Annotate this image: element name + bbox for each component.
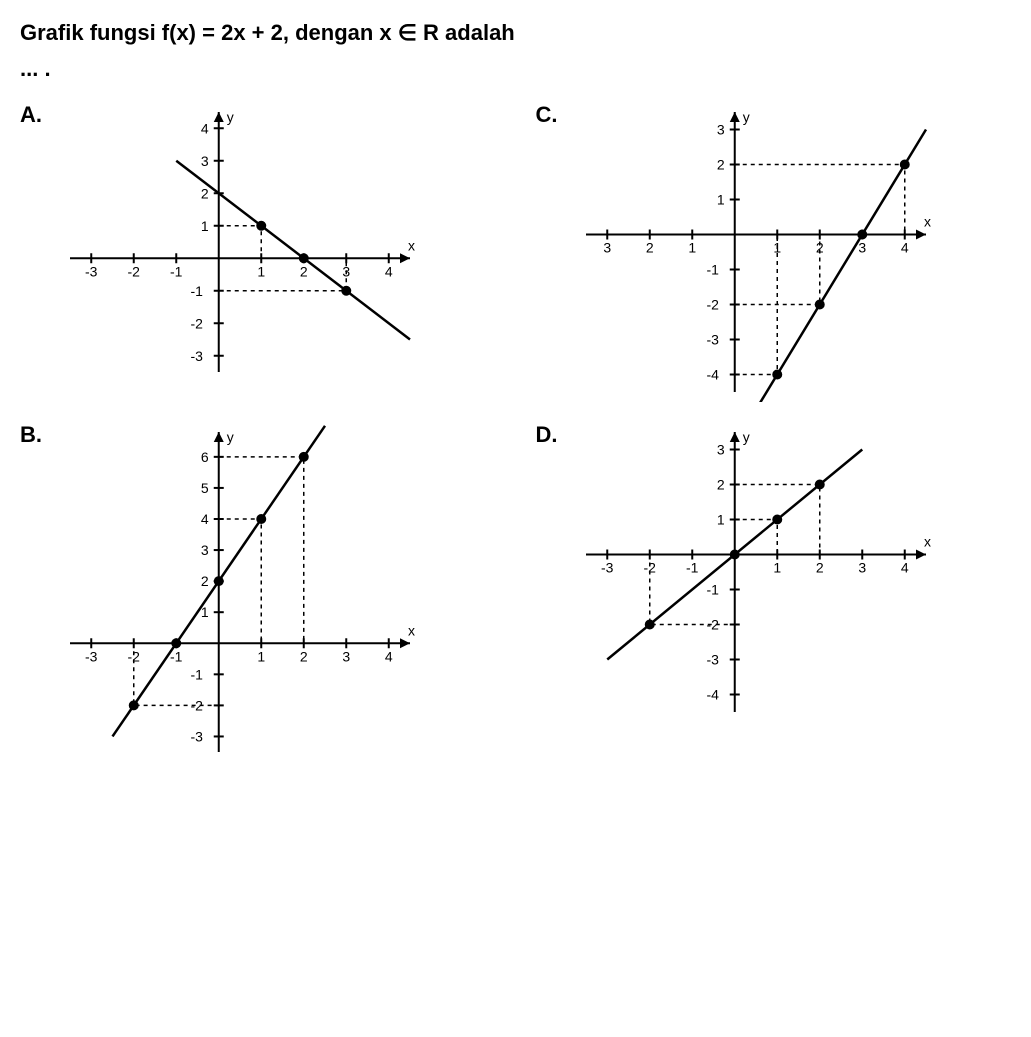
svg-text:1: 1 <box>257 263 265 279</box>
svg-text:-2: -2 <box>706 297 719 313</box>
svg-text:-1: -1 <box>191 283 204 299</box>
svg-text:-4: -4 <box>706 367 719 383</box>
option-c-label: C. <box>536 102 566 128</box>
svg-text:2: 2 <box>300 263 308 279</box>
svg-text:-3: -3 <box>191 348 204 364</box>
svg-text:3: 3 <box>201 542 209 558</box>
svg-text:y: y <box>227 109 234 125</box>
svg-text:-3: -3 <box>706 332 719 348</box>
svg-text:3: 3 <box>858 240 866 256</box>
option-d-label: D. <box>536 422 566 448</box>
question-text: Grafik fungsi f(x) = 2x + 2, dengan x ∈ … <box>20 20 1011 46</box>
svg-text:-3: -3 <box>191 728 204 744</box>
option-a-label: A. <box>20 102 50 128</box>
chart-c: xy3211234-4-3-2-1123 <box>576 102 936 402</box>
svg-text:2: 2 <box>645 240 653 256</box>
svg-text:-3: -3 <box>85 263 98 279</box>
svg-text:-1: -1 <box>706 262 719 278</box>
svg-text:-2: -2 <box>191 315 204 331</box>
svg-text:-3: -3 <box>85 648 98 664</box>
svg-text:3: 3 <box>716 442 724 458</box>
svg-text:6: 6 <box>201 449 209 465</box>
svg-text:3: 3 <box>716 122 724 138</box>
svg-text:4: 4 <box>900 240 908 256</box>
chart-a: xy-3-2-11234-3-2-11234 <box>60 102 420 382</box>
svg-text:x: x <box>924 214 931 230</box>
svg-text:-3: -3 <box>706 652 719 668</box>
svg-text:4: 4 <box>201 511 209 527</box>
svg-text:4: 4 <box>900 560 908 576</box>
option-a: A. xy-3-2-11234-3-2-11234 <box>20 102 496 402</box>
svg-text:2: 2 <box>716 157 724 173</box>
svg-text:4: 4 <box>385 648 393 664</box>
svg-text:4: 4 <box>385 263 393 279</box>
svg-text:2: 2 <box>815 560 823 576</box>
svg-text:-1: -1 <box>706 582 719 598</box>
option-b-label: B. <box>20 422 50 448</box>
svg-text:1: 1 <box>688 240 696 256</box>
chart-b: xy-3-2-11234-3-2-1123456 <box>60 422 420 762</box>
question-dots: ... . <box>20 56 1011 82</box>
chart-d: xy-3-2-11234-4-3-2-1123 <box>576 422 936 722</box>
svg-text:2: 2 <box>201 573 209 589</box>
svg-text:x: x <box>408 622 415 638</box>
option-d: D. xy-3-2-11234-4-3-2-1123 <box>536 422 1012 762</box>
svg-text:-3: -3 <box>601 560 614 576</box>
svg-text:1: 1 <box>773 560 781 576</box>
option-c: C. xy3211234-4-3-2-1123 <box>536 102 1012 402</box>
svg-text:1: 1 <box>716 192 724 208</box>
svg-text:2: 2 <box>201 185 209 201</box>
svg-text:-4: -4 <box>706 687 719 703</box>
svg-text:2: 2 <box>716 477 724 493</box>
svg-text:3: 3 <box>201 153 209 169</box>
option-b: B. xy-3-2-11234-3-2-1123456 <box>20 422 496 762</box>
svg-text:y: y <box>742 109 749 125</box>
svg-text:1: 1 <box>257 648 265 664</box>
svg-text:-1: -1 <box>191 666 204 682</box>
svg-text:3: 3 <box>858 560 866 576</box>
svg-text:5: 5 <box>201 480 209 496</box>
svg-text:-2: -2 <box>128 263 141 279</box>
svg-text:-1: -1 <box>686 560 699 576</box>
svg-text:-1: -1 <box>170 263 183 279</box>
svg-text:4: 4 <box>201 120 209 136</box>
svg-text:3: 3 <box>342 648 350 664</box>
svg-text:x: x <box>924 534 931 550</box>
svg-text:1: 1 <box>201 218 209 234</box>
svg-text:3: 3 <box>603 240 611 256</box>
svg-text:x: x <box>408 237 415 253</box>
svg-text:1: 1 <box>716 512 724 528</box>
svg-text:y: y <box>227 429 234 445</box>
svg-text:2: 2 <box>300 648 308 664</box>
options-grid: A. x y -3 -2 -1 1 2 3 4 -3 -2 -1 1 2 3 4 C. x y 3 2 1 1 2 3 4 -4… <box>20 102 1011 762</box>
svg-text:y: y <box>742 429 749 445</box>
